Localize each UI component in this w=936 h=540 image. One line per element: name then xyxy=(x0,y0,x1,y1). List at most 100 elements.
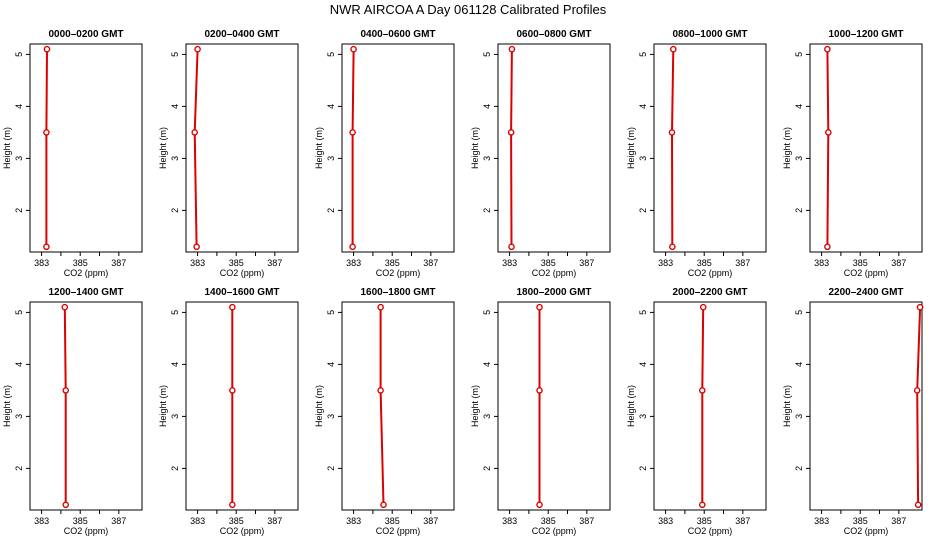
data-point xyxy=(916,303,924,311)
x-tick-label: 387 xyxy=(423,516,438,526)
x-tick-label: 387 xyxy=(111,258,126,268)
data-point xyxy=(229,501,236,509)
y-tick-label: 3 xyxy=(638,156,648,161)
y-tick-label: 3 xyxy=(794,414,804,419)
x-tick-label: 387 xyxy=(891,516,906,526)
x-tick-label: 383 xyxy=(34,258,49,268)
y-tick-label: 3 xyxy=(638,414,648,419)
x-axis-label: CO2 (ppm) xyxy=(64,526,109,536)
plot-frame xyxy=(185,43,299,253)
panel-title: 1400–1600 GMT xyxy=(204,287,279,298)
y-tick-label: 3 xyxy=(170,156,180,161)
plot-frame xyxy=(185,301,299,511)
y-tick-label: 2 xyxy=(326,208,336,213)
plot-frame xyxy=(653,301,767,511)
profile-panel: 0600–0800 GMT 383 385 387 2 3 4 5 CO2 (ppm) Heigh… xyxy=(470,29,611,278)
y-axis-label: Height (m) xyxy=(2,385,12,427)
x-tick-label: 383 xyxy=(502,258,517,268)
data-point xyxy=(698,501,706,509)
y-axis-label: Height (m) xyxy=(158,385,168,427)
panel-title: 1000–1200 GMT xyxy=(828,29,903,40)
profile-line xyxy=(826,49,830,247)
x-tick-label: 383 xyxy=(190,258,205,268)
y-axis-label: Height (m) xyxy=(782,127,792,169)
y-tick-label: 5 xyxy=(14,310,24,315)
plot-frame xyxy=(29,301,143,511)
data-point xyxy=(43,243,50,251)
data-point xyxy=(536,387,543,394)
profile-line xyxy=(379,307,385,505)
y-tick-label: 2 xyxy=(794,208,804,213)
data-point xyxy=(536,501,543,509)
y-axis-label: Height (m) xyxy=(782,385,792,427)
data-point xyxy=(62,501,70,509)
plot-frame xyxy=(341,43,455,253)
x-axis-label: CO2 (ppm) xyxy=(688,268,733,278)
x-tick-label: 383 xyxy=(658,258,673,268)
y-tick-label: 4 xyxy=(794,104,804,109)
y-tick-label: 5 xyxy=(482,52,492,57)
data-point xyxy=(913,387,921,394)
profile-panel: 1400–1600 GMT 383 385 387 2 3 4 5 CO2 (ppm) Heigh… xyxy=(158,287,299,536)
x-tick-label: 385 xyxy=(73,516,88,526)
x-tick-label: 385 xyxy=(853,258,868,268)
y-tick-label: 5 xyxy=(482,310,492,315)
y-tick-label: 2 xyxy=(482,466,492,471)
data-point xyxy=(229,387,236,394)
x-tick-label: 387 xyxy=(735,516,750,526)
x-tick-label: 387 xyxy=(267,516,282,526)
x-tick-label: 383 xyxy=(346,258,361,268)
y-tick-label: 3 xyxy=(482,156,492,161)
data-point xyxy=(43,129,50,136)
y-tick-label: 3 xyxy=(794,156,804,161)
x-tick-label: 387 xyxy=(423,258,438,268)
y-axis-label: Height (m) xyxy=(2,127,12,169)
x-tick-label: 383 xyxy=(814,258,829,268)
x-tick-label: 385 xyxy=(541,516,556,526)
profile-line xyxy=(45,49,48,247)
profile-line xyxy=(193,49,199,247)
panel-title: 1600–1800 GMT xyxy=(360,287,435,298)
panel-title: 2200–2400 GMT xyxy=(828,287,903,298)
x-tick-label: 387 xyxy=(735,258,750,268)
y-tick-label: 2 xyxy=(14,208,24,213)
y-tick-label: 4 xyxy=(326,104,336,109)
x-axis-label: CO2 (ppm) xyxy=(376,526,421,536)
data-point xyxy=(191,129,198,136)
x-tick-label: 385 xyxy=(853,516,868,526)
x-tick-label: 385 xyxy=(697,516,712,526)
panel-title: 0600–0800 GMT xyxy=(516,29,591,40)
x-tick-label: 387 xyxy=(111,516,126,526)
profile-panel: 1600–1800 GMT 383 385 387 2 3 4 5 CO2 (ppm) Heigh… xyxy=(314,287,455,536)
y-tick-label: 3 xyxy=(14,156,24,161)
data-point xyxy=(825,129,832,136)
x-axis-label: CO2 (ppm) xyxy=(688,526,733,536)
profile-panel: 1200–1400 GMT 383 385 387 2 3 4 5 CO2 (ppm) Heigh… xyxy=(2,287,143,536)
x-axis-label: CO2 (ppm) xyxy=(844,268,889,278)
profile-line xyxy=(63,307,67,505)
y-axis-label: Height (m) xyxy=(626,385,636,427)
y-tick-label: 5 xyxy=(794,52,804,57)
data-point xyxy=(377,303,384,311)
profile-panel: 0800–1000 GMT 383 385 387 2 3 4 5 CO2 (ppm) Heigh… xyxy=(626,29,767,278)
panel-title: 0400–0600 GMT xyxy=(360,29,435,40)
y-axis-label: Height (m) xyxy=(470,127,480,169)
y-tick-label: 4 xyxy=(170,104,180,109)
x-axis-label: CO2 (ppm) xyxy=(376,268,421,278)
profile-line xyxy=(701,307,705,505)
y-tick-label: 2 xyxy=(14,466,24,471)
x-tick-label: 385 xyxy=(229,258,244,268)
panel-title: 1200–1400 GMT xyxy=(48,287,123,298)
profile-line xyxy=(670,49,675,247)
plot-frame xyxy=(497,43,611,253)
y-tick-label: 2 xyxy=(638,466,648,471)
data-point xyxy=(194,45,201,53)
x-tick-label: 387 xyxy=(891,258,906,268)
plot-frame xyxy=(653,43,767,253)
y-tick-label: 2 xyxy=(170,466,180,471)
y-tick-label: 4 xyxy=(794,362,804,367)
panel-title: 0800–1000 GMT xyxy=(672,29,747,40)
panel-title: 2000–2200 GMT xyxy=(672,287,747,298)
data-point xyxy=(508,45,516,53)
